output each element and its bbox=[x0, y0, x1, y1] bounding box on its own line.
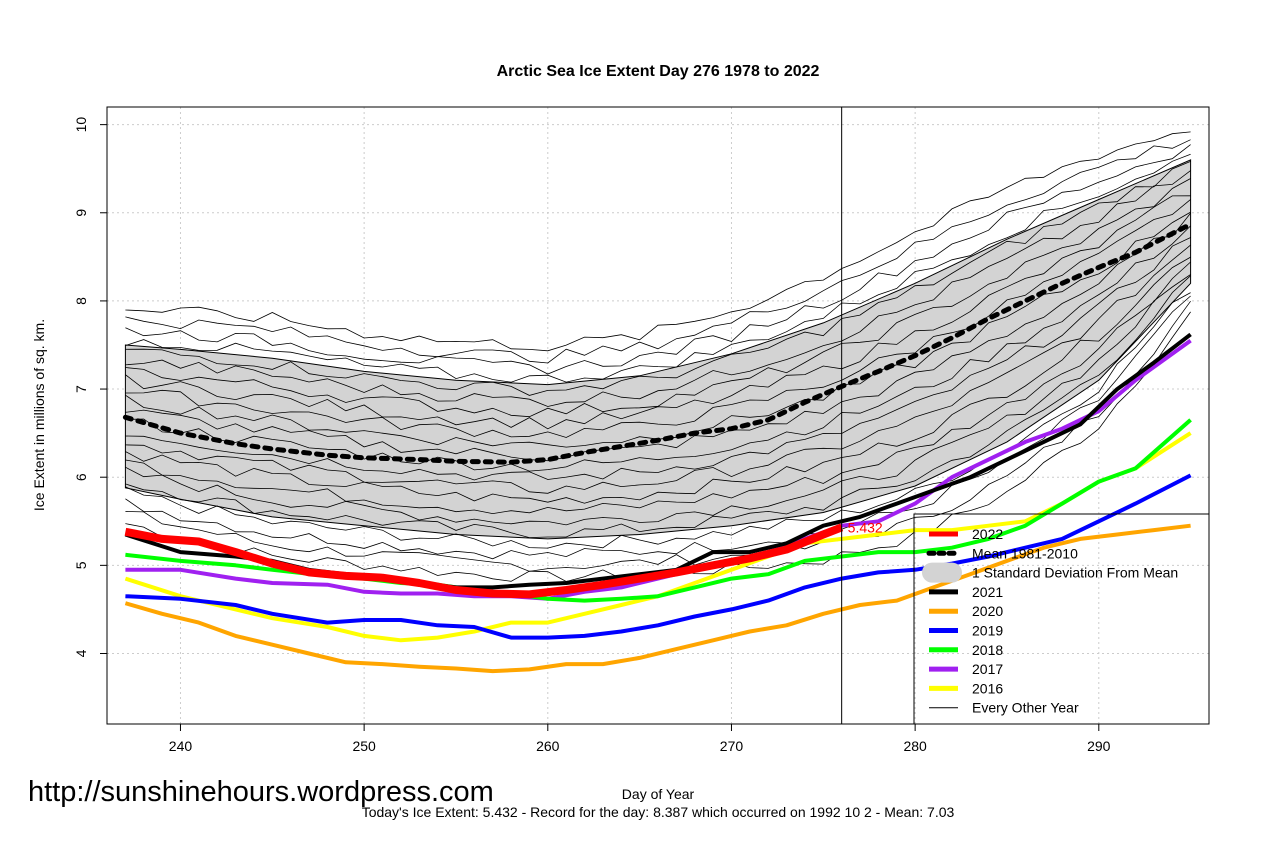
series-layer bbox=[122, 221, 1194, 674]
2016-line bbox=[124, 431, 1192, 643]
every-other-year-line bbox=[125, 144, 1191, 375]
2019-line bbox=[125, 473, 1192, 640]
std-band-layer bbox=[124, 159, 1192, 540]
mean-1981-2010-line bbox=[122, 221, 1194, 465]
legend: 2022 Mean 1981-2010 1 Standard Deviation F… bbox=[913, 513, 1210, 725]
legend-2020-label: 2020 bbox=[972, 603, 1003, 619]
legend-2019-label: 2019 bbox=[972, 623, 1003, 639]
every-other-year-line bbox=[125, 139, 1191, 364]
every-other-year-line bbox=[125, 131, 1191, 352]
every-other-year-line bbox=[125, 170, 1191, 407]
x-tick-label: 270 bbox=[720, 738, 744, 754]
current-value-label: 5.432 bbox=[848, 519, 883, 535]
every-other-year-line bbox=[125, 300, 1191, 572]
y-tick-label: 8 bbox=[73, 297, 89, 305]
every-other-year-line bbox=[125, 237, 1191, 481]
every-other-year-line bbox=[125, 256, 1191, 504]
every-other-year-line bbox=[125, 244, 1191, 494]
legend-every-other-year-label: Every Other Year bbox=[972, 700, 1079, 716]
y-tick-label: 4 bbox=[73, 649, 89, 657]
std-deviation-band bbox=[124, 159, 1192, 540]
x-tick-label: 240 bbox=[169, 738, 193, 754]
chart-title: Arctic Sea Ice Extent Day 276 1978 to 20… bbox=[497, 63, 820, 80]
legend-mean-1981-2010-label: Mean 1981-2010 bbox=[972, 545, 1078, 561]
y-tick-label: 9 bbox=[73, 209, 89, 217]
axes: 240 250 260 270 280 290 4 5 6 7 8 9 10 bbox=[73, 117, 1111, 754]
every-other-year-line bbox=[125, 212, 1191, 462]
plot-frame bbox=[106, 106, 1210, 725]
legend-1-standard-deviation-from-mean-label: 1 Standard Deviation From Mean bbox=[972, 565, 1178, 581]
y-tick-label: 6 bbox=[73, 473, 89, 481]
x-tick-label: 290 bbox=[1087, 738, 1111, 754]
x-tick-label: 250 bbox=[352, 738, 376, 754]
every-other-year-line bbox=[125, 161, 1191, 396]
every-other-year-line bbox=[125, 153, 1191, 383]
y-tick-label: 10 bbox=[73, 117, 89, 133]
legend-2021-label: 2021 bbox=[972, 584, 1003, 600]
every-other-year-line bbox=[125, 275, 1191, 539]
y-tick-label: 5 bbox=[73, 561, 89, 569]
every-other-year-line bbox=[125, 178, 1191, 418]
legend-2016-label: 2016 bbox=[972, 680, 1003, 696]
footer-stats: Today's Ice Extent: 5.432 - Record for t… bbox=[362, 804, 955, 820]
every-other-year-line bbox=[125, 199, 1191, 438]
y-tick-label: 7 bbox=[73, 385, 89, 393]
watermark-url: http://sunshinehours.wordpress.com bbox=[28, 776, 494, 808]
x-tick-label: 280 bbox=[903, 738, 927, 754]
2020-line bbox=[124, 523, 1191, 674]
legend-2017-label: 2017 bbox=[972, 661, 1003, 677]
legend-box bbox=[913, 513, 1210, 725]
legend-1-standard-deviation-from-mean-swatch bbox=[922, 562, 962, 583]
y-axis-label: Ice Extent in millions of sq. km. bbox=[31, 319, 47, 511]
every-other-year-line bbox=[125, 225, 1191, 472]
x-tick-label: 260 bbox=[536, 738, 560, 754]
every-other-year-line bbox=[125, 274, 1191, 526]
legend-2022-label: 2022 bbox=[972, 526, 1003, 542]
2022-line bbox=[124, 523, 844, 599]
every-other-year-line bbox=[125, 261, 1191, 515]
x-axis-label: Day of Year bbox=[622, 786, 695, 802]
legend-2018-label: 2018 bbox=[972, 642, 1003, 658]
